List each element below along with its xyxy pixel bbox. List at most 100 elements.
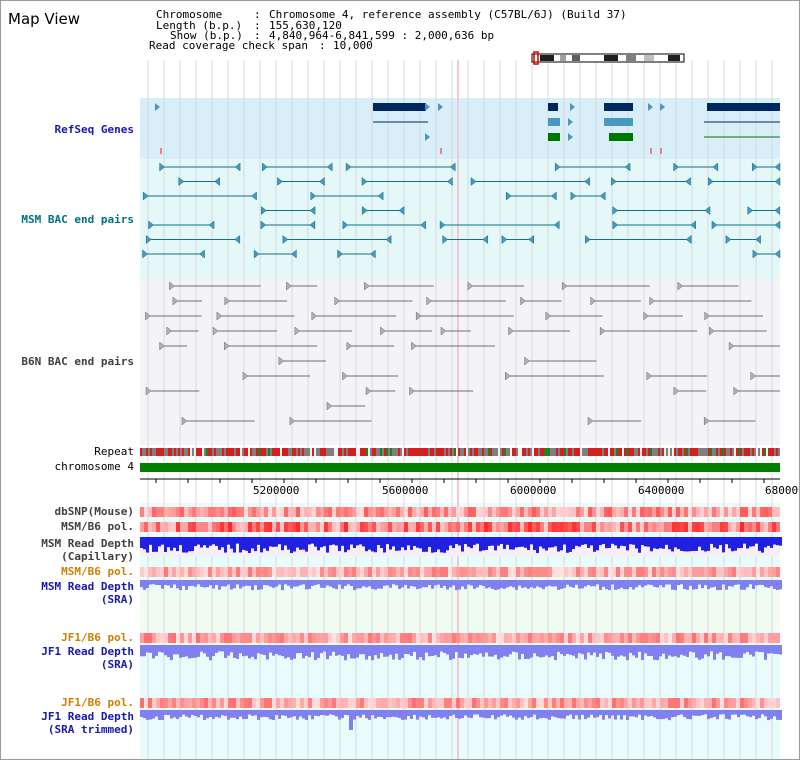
depth-bar [701, 710, 704, 716]
heat-cell [184, 633, 188, 643]
depth-bar [515, 645, 518, 653]
heat-cell [500, 633, 504, 643]
track-label-jf1-depth-sra[interactable]: JF1 Read Depth [41, 645, 134, 658]
repeat-segment [300, 448, 302, 456]
track-label-chromosome[interactable]: chromosome 4 [54, 460, 134, 473]
track-label-dbsnp[interactable]: dbSNP(Mouse) [54, 505, 134, 518]
track-label-msm-b6-pol-1[interactable]: MSM/B6 pol. [61, 520, 134, 533]
heat-cell [740, 507, 744, 517]
depth-bar [359, 580, 362, 589]
repeat-segment [572, 448, 574, 456]
bac-end [747, 205, 754, 216]
depth-bar [713, 537, 716, 548]
track-label-repeat[interactable]: Repeat [94, 445, 134, 458]
heat-cell [164, 698, 168, 708]
heat-cell [548, 698, 552, 708]
depth-bar [245, 580, 248, 586]
repeat-segment [424, 448, 426, 456]
bac-end [774, 176, 781, 187]
heat-cell [688, 698, 692, 708]
repeat-segment [280, 448, 282, 456]
heat-cell [380, 522, 384, 532]
repeat-segment [734, 448, 736, 456]
depth-bar [599, 710, 602, 716]
depth-bar [632, 580, 635, 590]
track-label-jf1-b6-pol-2[interactable]: JF1/B6 pol. [61, 696, 134, 709]
heat-cell [312, 507, 316, 517]
depth-bar [236, 645, 239, 659]
depth-bar [584, 710, 587, 720]
track-label-msm-b6-pol-2[interactable]: MSM/B6 pol. [61, 565, 134, 578]
depth-bar [206, 710, 209, 719]
heat-cell [736, 507, 740, 517]
heat-cell [400, 507, 404, 517]
depth-bar [380, 645, 383, 654]
depth-bar [386, 645, 389, 657]
depth-bar [290, 537, 293, 554]
heat-cell [456, 698, 460, 708]
repeat-segment [516, 448, 518, 456]
track-label-msm-bac[interactable]: MSM BAC end pairs [21, 213, 134, 226]
repeat-segment [674, 448, 676, 456]
bac-end [553, 220, 560, 230]
heat-cell [536, 522, 540, 532]
repeat-segment [608, 448, 610, 456]
depth-bar [716, 710, 719, 720]
depth-bar [542, 645, 545, 658]
depth-bar [599, 537, 602, 546]
bac-end [346, 341, 353, 351]
depth-bar [155, 537, 158, 552]
repeat-segment [752, 448, 754, 456]
depth-bar [440, 645, 443, 652]
heat-cell [676, 567, 680, 577]
msm-bac-band [140, 159, 780, 279]
depth-bar [497, 580, 500, 590]
heat-cell [752, 507, 756, 517]
heat-cell [396, 507, 400, 517]
depth-bar [470, 645, 473, 656]
depth-bar [368, 580, 371, 587]
depth-bar [614, 580, 617, 590]
depth-bar [677, 710, 680, 716]
bac-end [224, 341, 230, 351]
track-label-jf1-depth-trim[interactable]: JF1 Read Depth [41, 710, 134, 723]
depth-bar [527, 537, 530, 551]
bac-end [467, 281, 474, 291]
depth-bar [536, 580, 539, 587]
bac-end [319, 176, 325, 187]
heat-cell [652, 698, 656, 708]
depth-bar [404, 710, 407, 720]
heat-cell [424, 507, 428, 517]
heat-cell [512, 522, 516, 532]
heat-cell [360, 522, 364, 532]
bac-end [611, 176, 617, 187]
heat-cell [360, 633, 364, 643]
heat-cell [636, 633, 640, 643]
bac-end [704, 311, 711, 321]
repeat-segment [514, 448, 516, 456]
track-label-msm-depth-sra-sub: (SRA) [100, 593, 134, 606]
repeat-segment [742, 448, 744, 456]
depth-bar [338, 710, 341, 720]
heat-cell [536, 507, 540, 517]
repeat-segment [402, 448, 404, 456]
heat-cell [284, 567, 288, 577]
depth-bar [446, 537, 449, 551]
track-label-msm-depth-cap[interactable]: MSM Read Depth [41, 537, 134, 550]
track-label-msm-depth-sra[interactable]: MSM Read Depth [41, 580, 134, 593]
repeat-segment [678, 448, 680, 456]
track-label-b6n-bac[interactable]: B6N BAC end pairs [21, 355, 134, 368]
depth-bar [410, 710, 413, 720]
track-label-refseq[interactable]: RefSeq Genes [54, 123, 134, 136]
heat-cell [624, 567, 628, 577]
depth-bar [200, 710, 203, 715]
repeat-segment [188, 448, 190, 456]
heat-cell [724, 633, 728, 643]
heat-cell [404, 522, 408, 532]
track-label-jf1-b6-pol-1[interactable]: JF1/B6 pol. [61, 631, 134, 644]
depth-bar [155, 710, 158, 717]
depth-bar [332, 710, 335, 716]
heat-cell [568, 698, 572, 708]
heat-cell [388, 567, 392, 577]
